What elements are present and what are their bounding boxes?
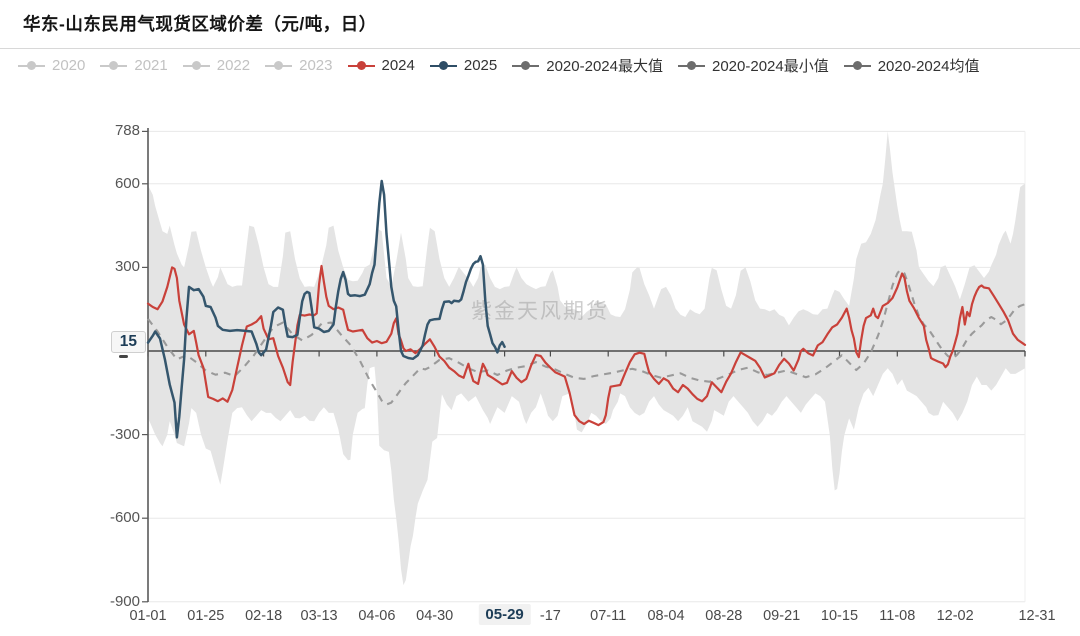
- x-axis-label: 01-01: [129, 608, 167, 624]
- legend-line-dot-icon: [265, 60, 293, 71]
- legend-item-2021[interactable]: 2021: [100, 57, 168, 74]
- series-line-2025: [146, 179, 506, 439]
- chart-title: 华东-山东民用气现货区域价差（元/吨，日）: [23, 14, 377, 34]
- legend-item-2020-2024-[interactable]: 2020-2024均值: [843, 55, 980, 76]
- legend-line-dot-icon: [182, 60, 210, 71]
- legend-item-2024[interactable]: 2024: [347, 57, 415, 74]
- x-axis-label: 09-21: [763, 608, 801, 624]
- legend-line-dot-icon: [512, 60, 540, 71]
- legend-line-dot-icon: [843, 60, 871, 71]
- x-axis-pointer-label: 05-29: [478, 604, 531, 625]
- y-axis-label: -900: [109, 592, 140, 610]
- legend-label: 2023: [299, 57, 333, 74]
- legend-item-2020-2024-[interactable]: 2020-2024最小值: [677, 55, 829, 76]
- x-axis-label: -17: [539, 608, 561, 624]
- legend-label: 2020-2024最小值: [711, 58, 829, 75]
- x-axis-label: 03-13: [300, 608, 338, 624]
- y-axis-label: 600: [114, 174, 140, 192]
- y-axis-pointer-tick: [119, 354, 128, 359]
- title-divider: [0, 48, 1080, 49]
- legend-label: 2020-2024最大值: [546, 58, 663, 75]
- legend-label: 2022: [216, 57, 251, 74]
- x-axis-label: 10-15: [820, 608, 859, 624]
- x-axis-label: 04-06: [358, 608, 396, 624]
- x-axis-label: 12-02: [936, 608, 974, 624]
- legend-line-dot-icon: [100, 60, 128, 71]
- y-axis-label: 300: [114, 258, 140, 276]
- legend-item-2023[interactable]: 2023: [265, 57, 333, 74]
- watermark: 紫金天风期货: [471, 300, 609, 323]
- y-axis-label: -300: [109, 425, 140, 443]
- legend-label: 2024: [381, 57, 415, 74]
- legend-item-2025[interactable]: 2025: [429, 57, 498, 74]
- x-axis-label: 08-28: [705, 608, 743, 624]
- legend-item-2020[interactable]: 2020: [18, 57, 85, 74]
- legend-label: 2020-2024均值: [877, 58, 980, 75]
- x-axis-label: 08-04: [647, 608, 685, 624]
- x-axis-label: 07-11: [590, 608, 627, 624]
- legend-item-2020-2024-[interactable]: 2020-2024最大值: [512, 55, 663, 76]
- legend-line-dot-icon: [677, 60, 705, 71]
- y-axis-label: 788: [114, 122, 140, 140]
- x-axis-label: 04-30: [416, 608, 454, 624]
- legend-line-dot-icon: [347, 60, 375, 71]
- band-minmax-2020-2024: [148, 131, 1025, 586]
- legend-label: 2020: [52, 57, 86, 74]
- x-axis-label: 12-31: [1018, 608, 1056, 624]
- x-axis-label: 02-18: [245, 608, 283, 624]
- y-axis-pointer-label: 15: [110, 330, 146, 353]
- legend-label: 2025: [463, 57, 498, 74]
- y-axis-label: -600: [109, 509, 140, 527]
- legend-item-2022[interactable]: 2022: [182, 57, 251, 74]
- legend-label: 2021: [134, 57, 168, 74]
- x-axis-label: 01-25: [187, 608, 225, 624]
- legend-line-dot-icon: [429, 60, 457, 71]
- x-axis-label: 11-08: [879, 608, 916, 624]
- chart-legend: 2020 2021 2022 2023 2024 2025 2020-2024最大值 2020…: [18, 55, 1068, 76]
- legend-line-dot-icon: [18, 60, 45, 71]
